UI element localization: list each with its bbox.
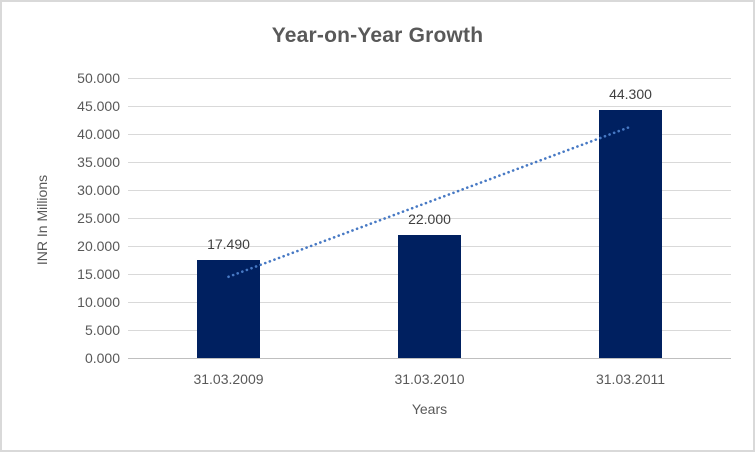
gridline — [128, 162, 731, 163]
x-tick-label: 31.03.2011 — [595, 371, 666, 387]
x-tick-label: 31.03.2009 — [193, 371, 264, 387]
bar-value-label: 44.300 — [609, 85, 652, 102]
bar-value-label: 22.000 — [408, 210, 451, 227]
y-tick-label: 50.000 — [77, 70, 120, 86]
gridline — [128, 218, 731, 219]
gridline — [128, 190, 731, 191]
x-axis-title: Years — [411, 401, 448, 417]
trendline — [227, 125, 632, 279]
y-tick-label: 15.000 — [77, 266, 120, 282]
y-tick-label: 45.000 — [77, 98, 120, 114]
bar — [398, 234, 461, 358]
bar-value-label: 17.490 — [207, 236, 250, 253]
x-tick-label: 31.03.2010 — [394, 371, 465, 387]
trendline-path — [227, 125, 632, 279]
y-tick-label: 40.000 — [77, 126, 120, 142]
y-tick-label: 30.000 — [77, 182, 120, 198]
plot-area — [128, 78, 731, 358]
bar — [599, 109, 662, 358]
gridline — [128, 106, 731, 107]
y-tick-label: 20.000 — [77, 238, 120, 254]
y-tick-label: 5.000 — [84, 322, 120, 338]
y-tick-label: 10.000 — [77, 294, 120, 310]
y-tick-label: 35.000 — [77, 154, 120, 170]
chart-title: Year-on-Year Growth — [271, 24, 484, 47]
y-tick-label: 0.000 — [84, 350, 120, 366]
x-axis-line — [128, 358, 731, 359]
y-tick-label: 25.000 — [77, 210, 120, 226]
gridline — [128, 78, 731, 79]
gridline — [128, 134, 731, 135]
